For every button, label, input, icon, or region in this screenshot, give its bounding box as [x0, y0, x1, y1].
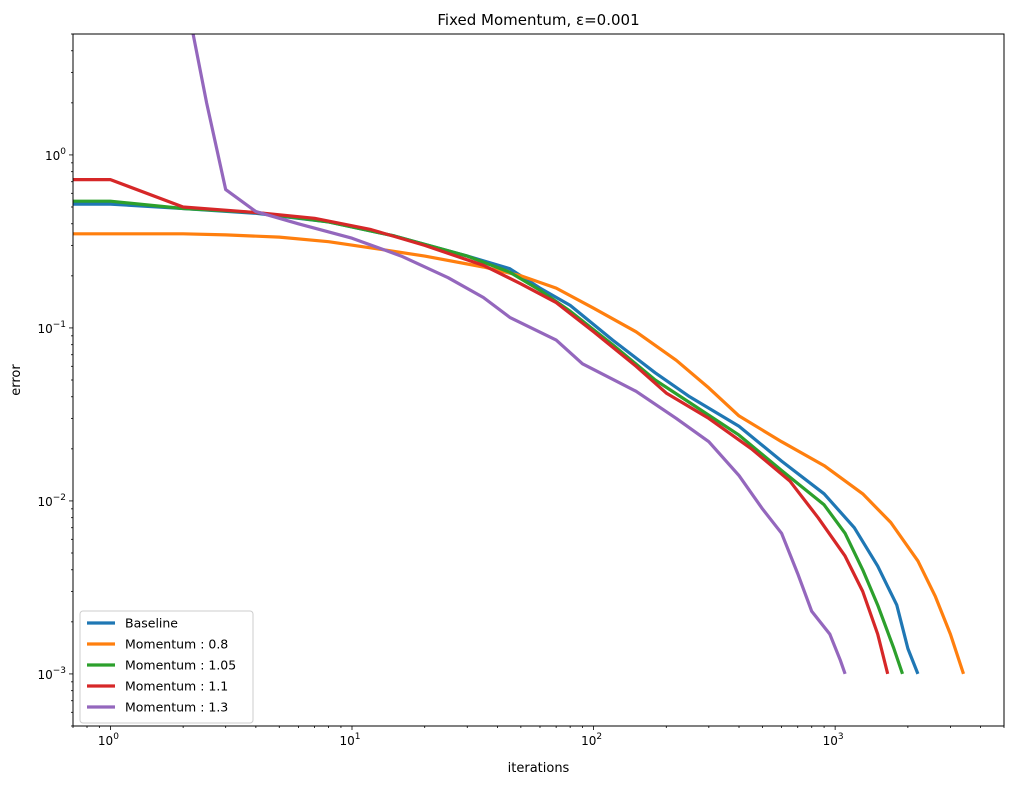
chart-title: Fixed Momentum, ε=0.001 [437, 11, 639, 29]
series-line-1 [73, 232, 966, 675]
legend-label: Momentum : 1.05 [125, 658, 236, 673]
legend-box [79, 610, 254, 724]
legend-label: Momentum : 0.8 [125, 637, 228, 652]
legend-label: Momentum : 1.1 [125, 679, 228, 694]
series-layer [73, 34, 966, 675]
x-axis-title: iterations [508, 761, 570, 776]
y-axis-title: error [9, 364, 24, 396]
legend-label: Momentum : 1.3 [125, 700, 228, 715]
legend-label: Baseline [125, 616, 178, 631]
series-line-3 [73, 178, 890, 675]
series-line-4 [191, 34, 847, 675]
legend: Baseline Momentum : 0.8 Momentum : 1.05 Mom… [79, 610, 254, 724]
